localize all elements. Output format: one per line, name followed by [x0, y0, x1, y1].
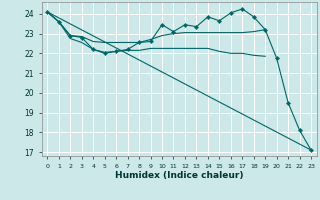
X-axis label: Humidex (Indice chaleur): Humidex (Indice chaleur)	[115, 171, 244, 180]
